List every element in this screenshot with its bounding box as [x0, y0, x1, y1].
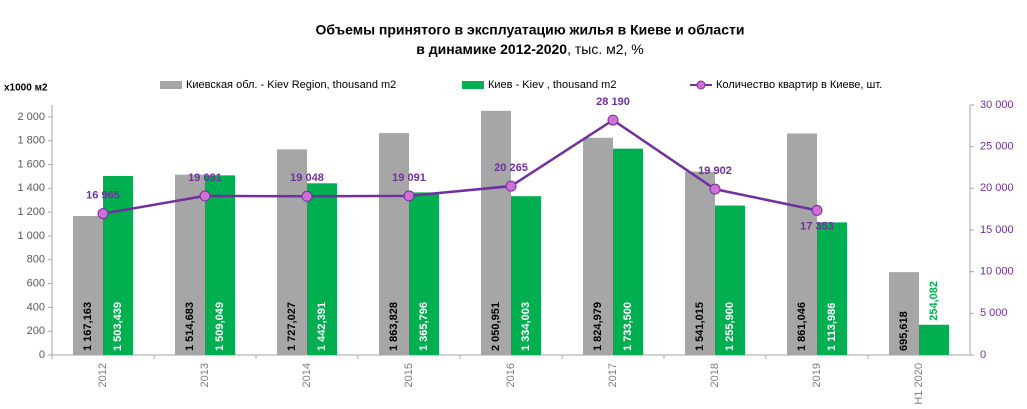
bar: [919, 324, 949, 355]
legend-label: Количество квартир в Киеве, шт.: [716, 79, 882, 91]
bar-value-label: 2 050,951: [490, 302, 502, 351]
bar-value-label: 1 255,900: [724, 302, 736, 351]
legend-label: Киевская обл. - Kiev Region, thousand m2: [186, 79, 396, 91]
bar: [175, 174, 205, 355]
bar: [583, 137, 613, 355]
bar-value-label: 1 334,003: [520, 302, 532, 351]
x-tick-label: 2016: [505, 363, 517, 387]
line-value-label: 19 902: [698, 165, 732, 177]
x-tick-label: H1 2020: [913, 363, 925, 405]
x-tick-label: 2012: [97, 363, 109, 387]
bar-value-label: 1 167,163: [82, 302, 94, 351]
chart-title: Объемы принятого в эксплуатацию жилья в …: [316, 22, 745, 38]
chart-subtitle: в динамике 2012-2020, тыс. м2, %: [416, 41, 644, 57]
y2-tick-label: 0: [980, 349, 986, 361]
line-value-label: 19 091: [392, 172, 426, 184]
line-marker: [97, 208, 109, 220]
bar-value-label: 1 861,046: [796, 302, 808, 351]
legend-label: Киев - Kiev , thousand m2: [488, 79, 616, 91]
line-marker: [607, 114, 619, 126]
y-axis-label: x1000 м2: [4, 83, 48, 94]
bar: [277, 149, 307, 355]
x-tick-label: 2017: [607, 363, 619, 387]
y-tick-label: 600: [27, 277, 45, 289]
bar: [481, 110, 511, 355]
y2-tick-label: 30 000: [980, 99, 1014, 111]
bar-value-label: 1 113,986: [826, 303, 838, 351]
line-marker: [403, 190, 415, 202]
line-marker: [301, 190, 313, 202]
bar: [685, 171, 715, 355]
bar-value-label: 1 733,500: [622, 302, 634, 351]
bar: [613, 148, 643, 355]
bar: [409, 192, 439, 355]
x-tick-label: 2019: [811, 363, 823, 387]
y-tick-label: 400: [27, 301, 45, 313]
y-tick-label: 1 200: [17, 206, 45, 218]
y2-tick-label: 20 000: [980, 182, 1014, 194]
bar: [307, 183, 337, 355]
legend-marker: [696, 80, 706, 90]
x-tick-label: 2013: [199, 363, 211, 387]
line-value-label: 28 190: [596, 96, 630, 108]
bar: [715, 205, 745, 355]
line-value-label: 16 965: [86, 190, 120, 202]
line-marker: [199, 190, 211, 202]
line-marker: [709, 183, 721, 195]
y2-tick-label: 10 000: [980, 266, 1014, 278]
bar-value-label: 254,082: [928, 281, 940, 321]
line-marker: [505, 180, 517, 192]
bar-value-label: 1 824,979: [592, 302, 604, 351]
line-value-label: 17 353: [800, 220, 834, 232]
bar-value-label: 1 365,796: [418, 302, 430, 351]
legend-swatch: [160, 81, 182, 89]
y-tick-label: 1 400: [17, 182, 45, 194]
bar: [205, 175, 235, 355]
bar: [787, 133, 817, 355]
bar-value-label: 1 442,391: [316, 302, 328, 351]
bar-value-label: 1 727,027: [286, 302, 298, 351]
bar: [379, 133, 409, 355]
bar: [817, 222, 847, 355]
line-value-label: 19 091: [188, 172, 222, 184]
y-tick-label: 1 000: [17, 230, 45, 242]
x-tick-label: 2014: [301, 363, 313, 387]
line-value-label: 20 265: [494, 162, 528, 174]
bar: [103, 176, 133, 355]
title-unit: , тыс. м2, %: [567, 41, 644, 57]
y-tick-label: 1 800: [17, 135, 45, 147]
line-value-label: 19 048: [290, 172, 324, 184]
y2-tick-label: 5 000: [980, 307, 1008, 319]
y-tick-label: 800: [27, 254, 45, 266]
y2-tick-label: 15 000: [980, 224, 1014, 236]
bar-value-label: 1 514,683: [184, 302, 196, 351]
title-period: в динамике 2012-2020: [416, 41, 567, 57]
bar-value-label: 1 503,439: [112, 302, 124, 351]
y-tick-label: 2 000: [17, 111, 45, 123]
bar-value-label: 1 541,015: [694, 302, 706, 351]
bar-value-label: 1 863,828: [388, 302, 400, 351]
line-marker: [811, 204, 823, 216]
legend-swatch: [462, 81, 484, 89]
line: [102, 118, 818, 215]
bar-value-label: 1 509,049: [214, 302, 226, 351]
y2-tick-label: 25 000: [980, 141, 1014, 153]
bar-value-label: 695,618: [898, 311, 910, 351]
bar: [73, 216, 103, 355]
y-tick-label: 1 600: [17, 158, 45, 170]
x-tick-label: 2015: [403, 363, 415, 387]
bar: [511, 196, 541, 355]
y-tick-label: 0: [39, 349, 45, 361]
bar: [889, 272, 919, 355]
y-tick-label: 200: [27, 325, 45, 337]
x-tick-label: 2018: [709, 363, 721, 387]
